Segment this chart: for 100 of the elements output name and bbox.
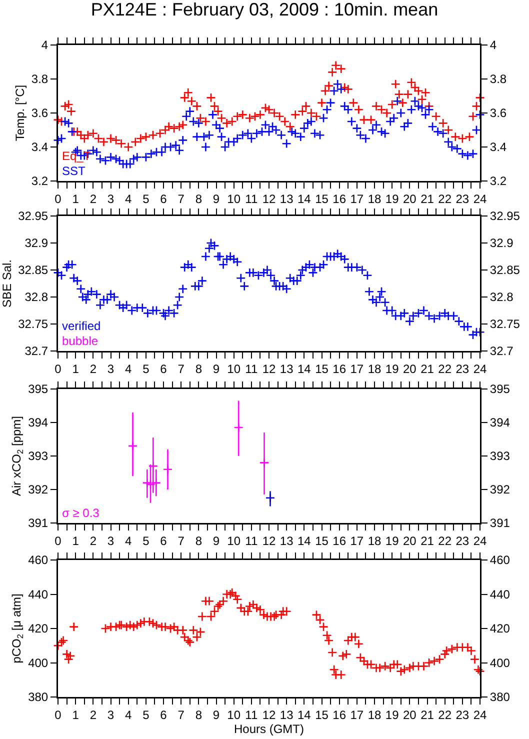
x-tick-label: 17 — [350, 534, 364, 548]
y2-tick-label: 391 — [490, 516, 510, 530]
y2-tick-label: 32.95 — [490, 209, 520, 224]
x-tick-label: 19 — [385, 708, 400, 722]
x-tick-label: 5 — [142, 192, 150, 206]
x-tick-label: 8 — [195, 192, 202, 206]
y-tick-label: 460 — [28, 553, 48, 568]
x-tick-label: 23 — [456, 708, 470, 722]
y-tick-label: 32.85 — [18, 263, 48, 278]
x-tick-label: 11 — [245, 534, 258, 548]
x-tick-label: 18 — [368, 192, 382, 206]
x-tick-label: 16 — [332, 708, 346, 722]
y2-tick-label: 3.6 — [490, 106, 507, 120]
x-tick-label: 2 — [90, 708, 97, 722]
x-tick-label: 3 — [107, 708, 114, 722]
x-tick-label: 0 — [54, 708, 62, 722]
chart-title: PX124E : February 03, 2009 : 10min. mean — [90, 0, 438, 20]
point — [142, 478, 152, 488]
x-tick-label: 11 — [245, 708, 258, 722]
x-tick-label: 1 — [72, 362, 80, 376]
y2-tick-label: 32.75 — [490, 317, 520, 332]
y2-tick-label: 32.85 — [490, 263, 520, 278]
y-tick-label: 380 — [28, 690, 48, 704]
y-tick-label: 32.95 — [18, 209, 48, 224]
x-tick-label: 7 — [178, 534, 185, 548]
x-tick-label: 18 — [368, 708, 382, 722]
x-tick-label: 3 — [107, 362, 114, 376]
point — [265, 493, 276, 503]
y2-tick-label: 32.8 — [490, 290, 514, 304]
annotation: bubble — [62, 334, 98, 348]
x-tick-label: 2 — [90, 362, 97, 376]
x-tick-label: 20 — [402, 708, 417, 722]
y-tick-label: 32.75 — [18, 317, 48, 332]
x-tick-label: 3 — [107, 534, 114, 548]
x-tick-label: 12 — [262, 534, 276, 548]
x-tick-label: 14 — [297, 534, 312, 548]
y-axis-title: SBE Sal. — [0, 259, 14, 308]
x-tick-label: 11 — [245, 192, 258, 206]
x-tick-label: 8 — [195, 362, 202, 376]
x-tick-label: 2 — [90, 192, 97, 206]
point — [151, 478, 161, 488]
y2-tick-label: 392 — [490, 482, 510, 497]
series-label: SST — [62, 164, 86, 178]
x-tick-label: 22 — [438, 362, 452, 376]
y2-tick-label: 400 — [490, 656, 510, 670]
x-tick-label: 8 — [195, 534, 202, 548]
series-label: verified — [62, 319, 101, 333]
x-tick-label: 12 — [262, 708, 276, 722]
x-tick-label: 12 — [262, 192, 276, 206]
x-tick-label: 13 — [280, 362, 294, 376]
x-tick-label: 5 — [142, 708, 150, 722]
x-tick-label: 10 — [227, 534, 241, 548]
y-tick-label: 392 — [28, 482, 48, 497]
x-tick-label: 14 — [297, 192, 312, 206]
x-tick-label: 20 — [402, 192, 417, 206]
y-tick-label: 3.8 — [31, 72, 48, 86]
x-tick-label: 9 — [212, 534, 220, 548]
x-tick-label: 4 — [124, 362, 132, 376]
x-tick-label: 9 — [212, 362, 220, 376]
x-tick-label: 14 — [297, 708, 312, 722]
x-tick-label: 7 — [178, 708, 185, 722]
x-tick-label: 20 — [402, 534, 417, 548]
y-tick-label: 394 — [28, 416, 48, 430]
x-tick-label: 15 — [315, 192, 329, 206]
x-tick-label: 12 — [262, 362, 276, 376]
x-tick-label: 15 — [315, 534, 329, 548]
y-tick-label: 393 — [28, 449, 48, 464]
x-tick-label: 1 — [72, 534, 80, 548]
y-tick-label: 391 — [28, 516, 48, 530]
x-tick-label: 4 — [124, 192, 132, 206]
y-tick-label: 32.7 — [24, 344, 48, 358]
x-tick-label: 9 — [212, 708, 220, 722]
x-tick-label: 23 — [456, 362, 470, 376]
x-tick-label: 24 — [473, 192, 487, 206]
x-tick-label: 13 — [280, 534, 294, 548]
x-tick-label: 6 — [160, 192, 168, 206]
x-tick-label: 3 — [107, 192, 114, 206]
x-tick-label: 22 — [438, 192, 452, 206]
x-tick-label: 18 — [368, 362, 382, 376]
x-tick-label: 17 — [350, 362, 364, 376]
x-tick-label: 16 — [332, 534, 346, 548]
x-axis-title: Hours (GMT) — [234, 722, 304, 736]
y2-tick-label: 3.2 — [490, 174, 507, 188]
y2-tick-label: 32.9 — [490, 236, 514, 250]
point — [234, 422, 244, 432]
point — [162, 464, 173, 474]
x-tick-label: 23 — [456, 192, 470, 206]
y-tick-label: 400 — [28, 656, 48, 670]
x-tick-label: 4 — [124, 534, 132, 548]
y2-tick-label: 395 — [490, 382, 510, 396]
x-tick-label: 24 — [473, 362, 487, 376]
x-tick-label: 0 — [54, 534, 62, 548]
y2-tick-label: 3.8 — [490, 72, 507, 86]
x-tick-label: 16 — [332, 362, 346, 376]
x-tick-label: 21 — [420, 534, 434, 548]
y2-tick-label: 394 — [490, 416, 510, 430]
y2-tick-label: 440 — [490, 587, 510, 602]
x-tick-label: 4 — [124, 708, 132, 722]
x-tick-label: 6 — [160, 708, 168, 722]
y2-tick-label: 32.7 — [490, 344, 514, 358]
